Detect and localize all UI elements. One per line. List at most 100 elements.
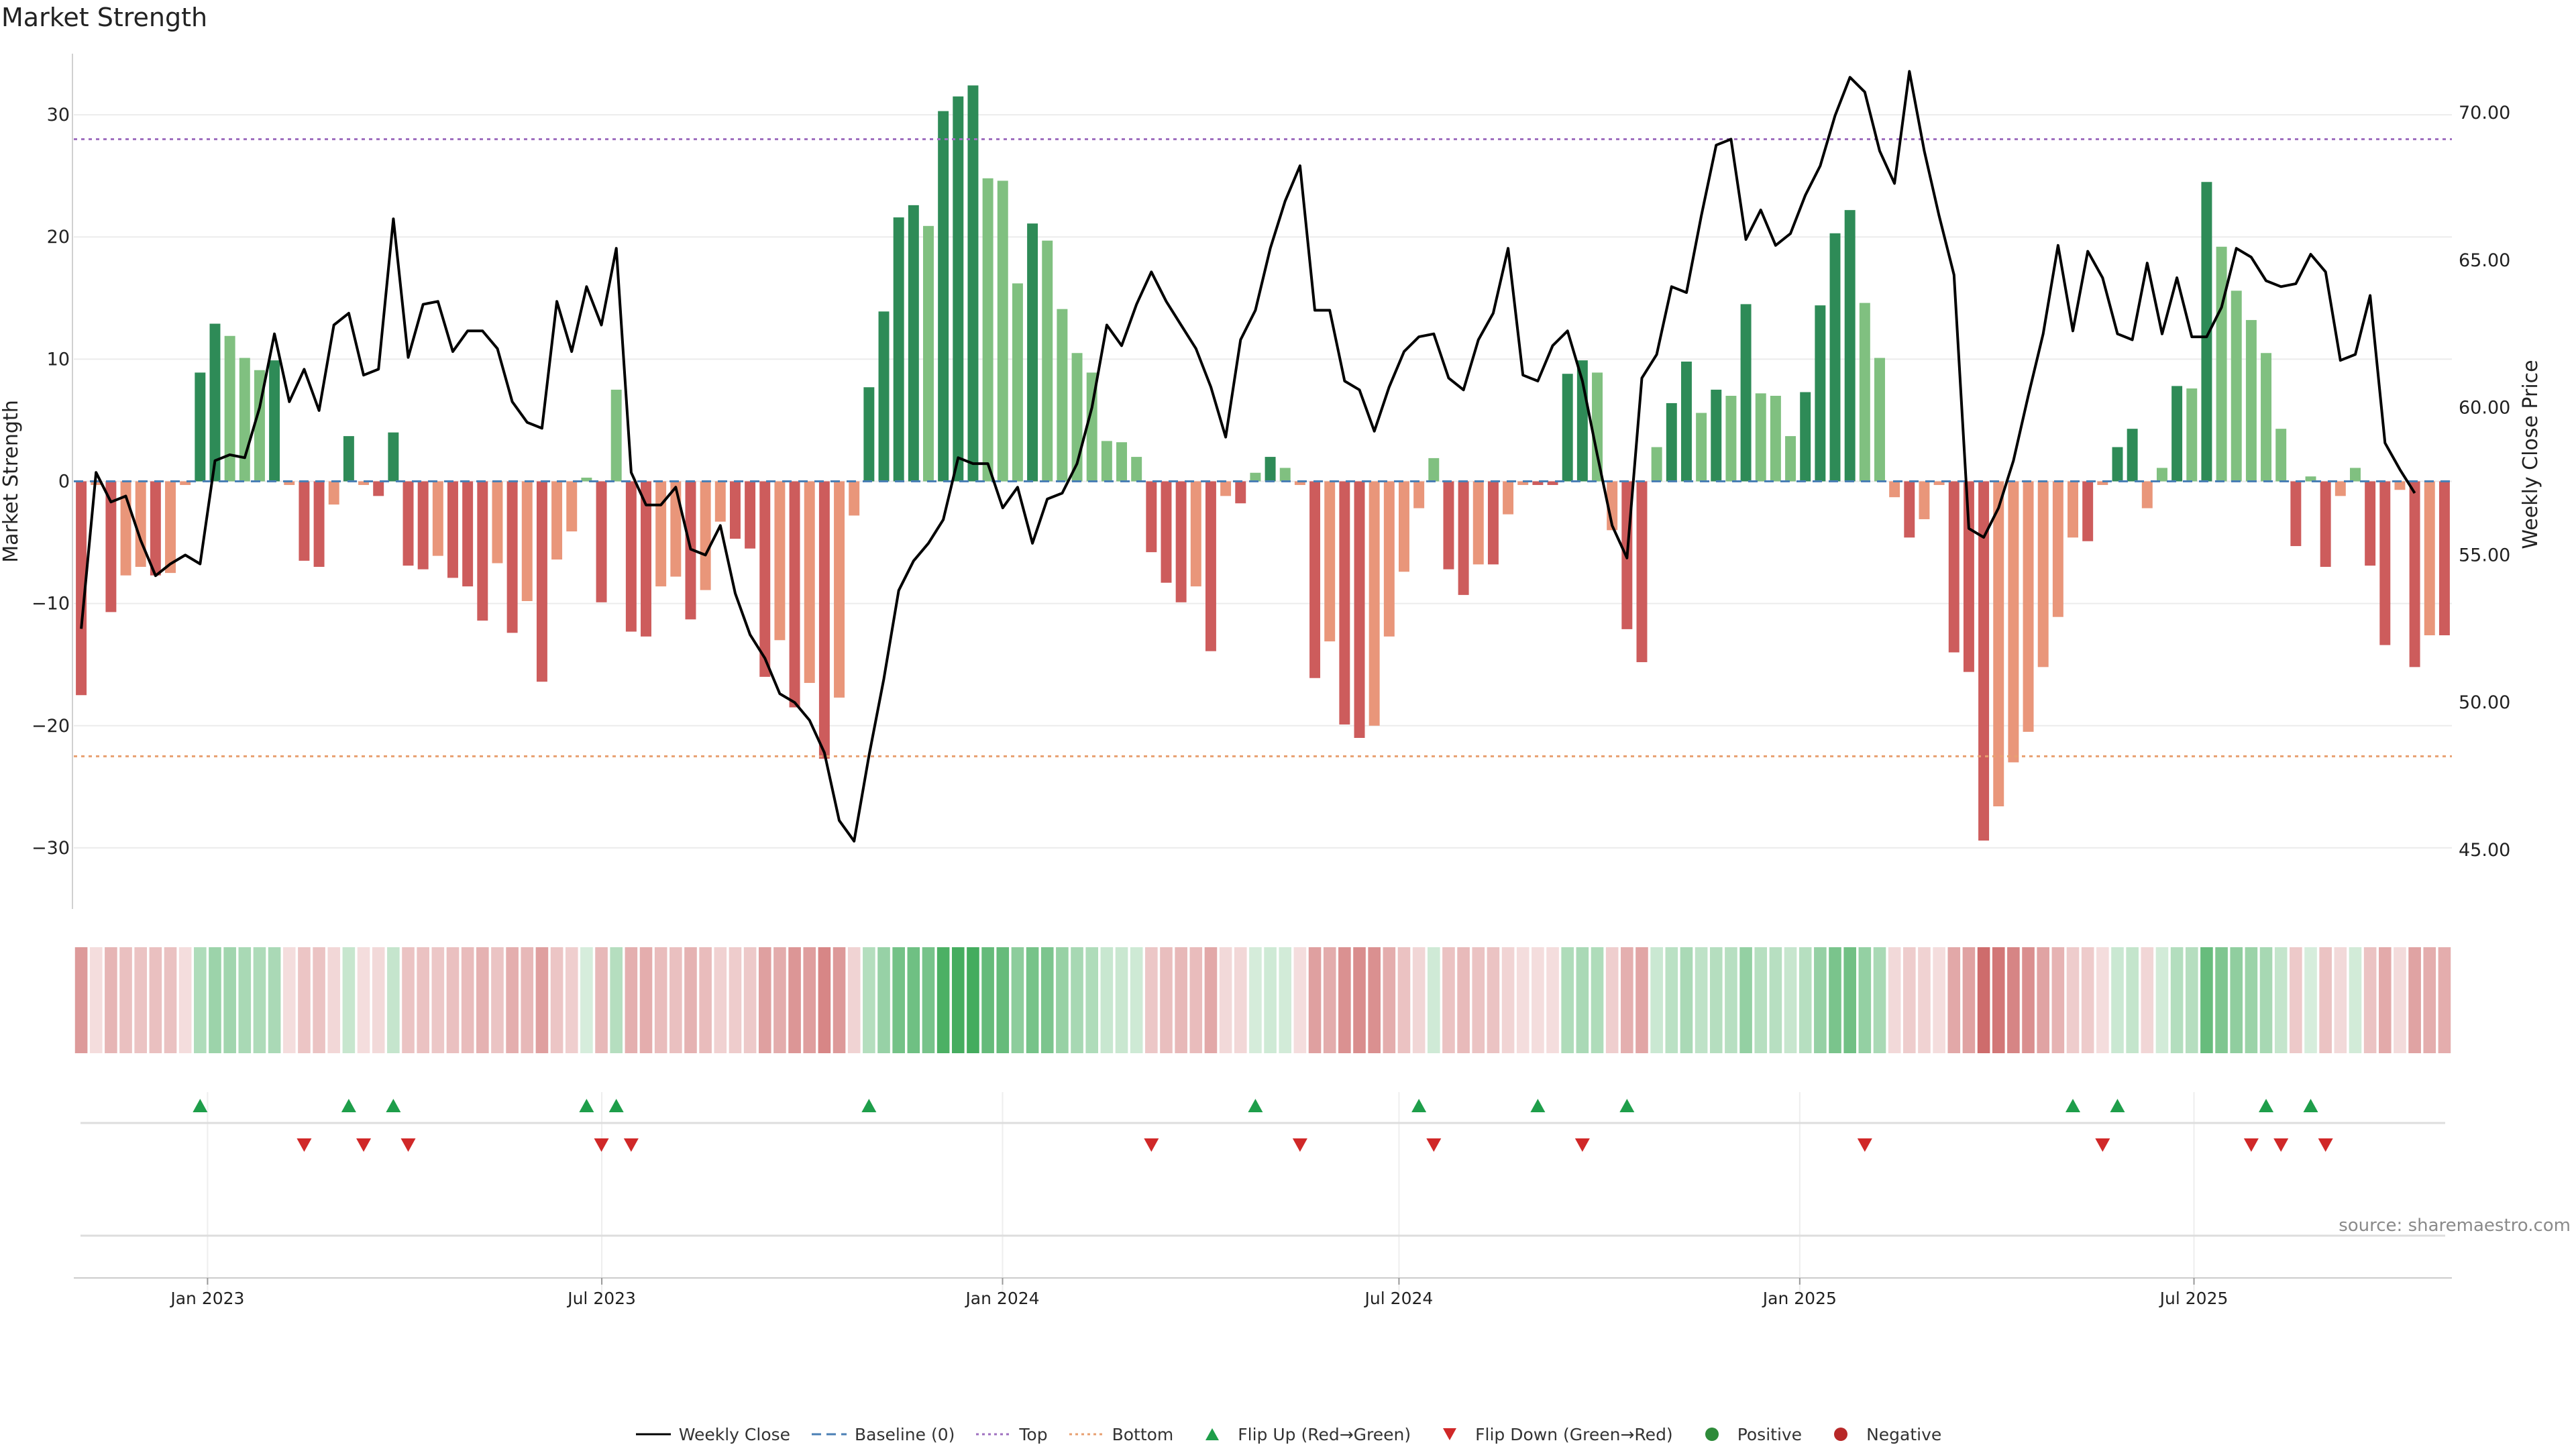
strength-bar xyxy=(1740,304,1752,482)
strength-bar xyxy=(2023,481,2034,732)
heat-cell xyxy=(105,947,117,1053)
strength-bar xyxy=(1443,481,1454,570)
strength-bar xyxy=(1785,436,1796,482)
legend-swatch-icon xyxy=(1069,1433,1104,1436)
strength-bar xyxy=(625,481,637,632)
heat-cell xyxy=(1665,947,1678,1053)
x-tick-label: Jan 2023 xyxy=(169,1289,244,1308)
heat-cell xyxy=(1160,947,1173,1053)
heat-cell xyxy=(2022,947,2035,1053)
strength-bar xyxy=(923,225,934,482)
heat-cell xyxy=(2245,947,2258,1053)
heat-cell xyxy=(818,947,831,1053)
heat-cell xyxy=(1888,947,1901,1053)
strength-bar xyxy=(2334,481,2346,496)
strength-bar xyxy=(2365,481,2376,566)
strength-bar xyxy=(1042,240,1053,482)
heat-cell xyxy=(521,947,534,1053)
strength-bar xyxy=(447,481,458,578)
heat-cell xyxy=(2408,947,2421,1053)
strength-bar xyxy=(2112,447,2123,482)
strength-bar xyxy=(1175,481,1187,602)
strength-bar xyxy=(150,481,161,576)
strength-bar xyxy=(299,481,310,561)
strength-bar xyxy=(1933,481,1945,485)
heat-cell xyxy=(342,947,356,1053)
heat-cell xyxy=(149,947,162,1053)
strength-bar xyxy=(1027,223,1038,482)
y2-tick-label: 50.00 xyxy=(2459,692,2510,713)
strength-bar xyxy=(195,372,206,482)
flip-up-marker xyxy=(193,1099,208,1112)
heat-cell xyxy=(625,947,638,1053)
heat-cell xyxy=(1175,947,1187,1053)
heat-cell xyxy=(89,947,103,1053)
strength-bar xyxy=(818,481,830,759)
strength-bar xyxy=(700,481,711,590)
flip-up-marker xyxy=(1619,1099,1635,1112)
strength-bar xyxy=(1651,447,1662,482)
heat-cell xyxy=(1383,947,1396,1053)
strength-bar xyxy=(1324,481,1336,642)
legend-swatch-icon xyxy=(1834,1428,1848,1441)
strength-bar xyxy=(1800,392,1811,482)
strength-bar xyxy=(863,387,875,482)
strength-bar xyxy=(1755,393,1766,482)
heat-cell xyxy=(357,947,370,1053)
heat-cell xyxy=(1130,947,1143,1053)
strength-bar xyxy=(1012,283,1023,482)
strength-bar xyxy=(908,205,919,482)
legend-swatch-icon xyxy=(1443,1428,1457,1440)
strength-bar xyxy=(1904,481,1915,538)
legend-item: Weekly Close xyxy=(635,1425,790,1444)
heat-cell xyxy=(1799,947,1812,1053)
heat-cell xyxy=(1071,947,1083,1053)
heat-cell xyxy=(654,947,667,1053)
heat-cell xyxy=(2200,947,2213,1053)
strength-bar xyxy=(1636,481,1648,663)
heat-cell xyxy=(2378,947,2392,1053)
strength-bar xyxy=(224,335,235,482)
heat-cell xyxy=(327,947,341,1053)
flip-up-marker xyxy=(2259,1099,2274,1112)
legend-item: Positive xyxy=(1693,1425,1802,1444)
heat-cell xyxy=(1650,947,1663,1053)
flip-up-marker xyxy=(608,1099,624,1112)
heat-cell xyxy=(2066,947,2080,1053)
flip-down-marker xyxy=(623,1138,639,1152)
strength-bar xyxy=(670,481,682,577)
heat-cell xyxy=(2259,947,2273,1053)
strength-bar xyxy=(1294,481,1305,485)
chart-title: Market Strength xyxy=(1,3,208,32)
heat-cell xyxy=(967,947,979,1053)
strength-bar xyxy=(1889,481,1900,498)
heat-cell xyxy=(461,947,474,1053)
heat-cell xyxy=(833,947,846,1053)
heat-cell xyxy=(1204,947,1218,1053)
heat-cell xyxy=(2126,947,2139,1053)
strength-bar xyxy=(1131,457,1142,482)
heat-cell xyxy=(1189,947,1203,1053)
strength-bar xyxy=(2082,481,2094,541)
x-tick-label: Jul 2025 xyxy=(2159,1289,2229,1308)
heat-cell xyxy=(610,947,623,1053)
legend-item: Negative xyxy=(1822,1425,1941,1444)
heat-cell xyxy=(2051,947,2065,1053)
flip-up-marker xyxy=(2303,1099,2318,1112)
y-tick-label: 30 xyxy=(47,105,70,125)
heat-cell xyxy=(803,947,816,1053)
y-tick-label: 20 xyxy=(47,227,70,248)
heat-cell xyxy=(2423,947,2436,1053)
strength-bar xyxy=(2097,481,2108,485)
y-tick-label: 0 xyxy=(58,472,70,492)
heat-cell xyxy=(1725,947,1737,1053)
heat-cell xyxy=(1977,947,1990,1053)
heat-cell xyxy=(1532,947,1544,1053)
strength-bar xyxy=(358,481,370,485)
heat-cell xyxy=(417,947,429,1053)
heat-cell xyxy=(2394,947,2406,1053)
heat-cell xyxy=(74,947,88,1053)
heat-cell xyxy=(223,947,236,1053)
strength-bar xyxy=(1503,481,1514,515)
heat-cell xyxy=(1873,947,1886,1053)
